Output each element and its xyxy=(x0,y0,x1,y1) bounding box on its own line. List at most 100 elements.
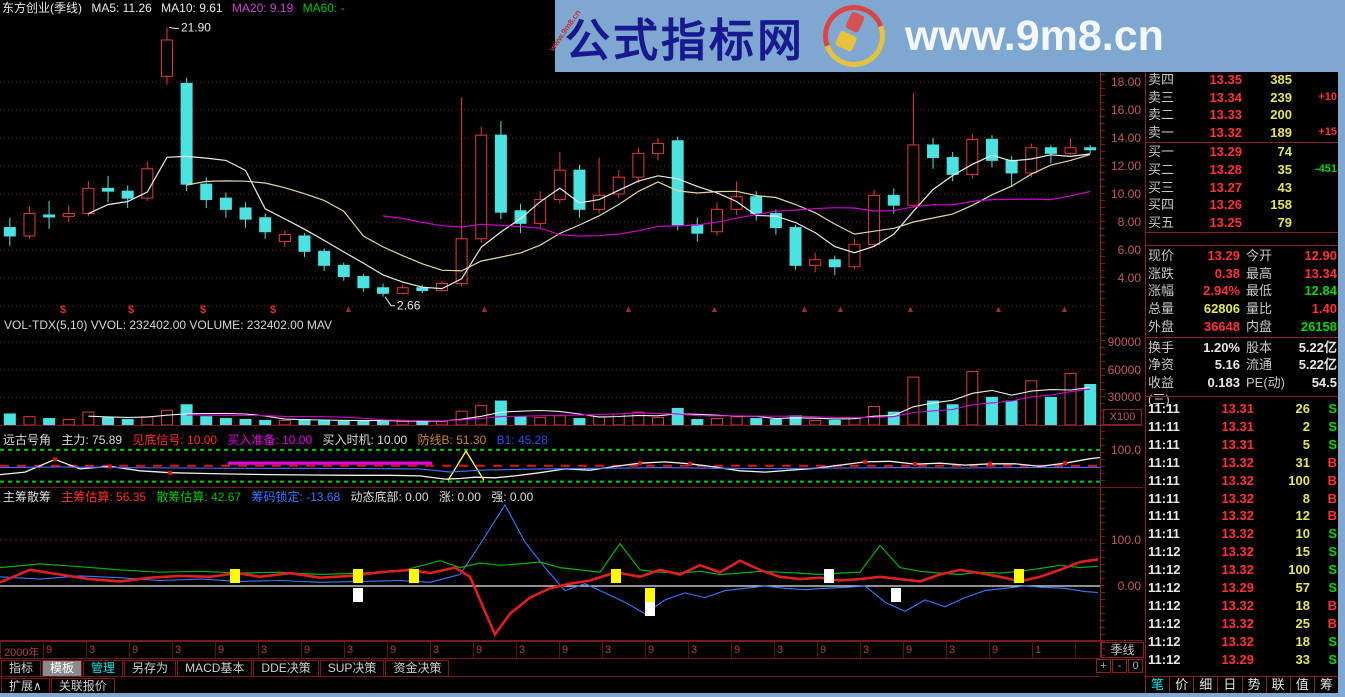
month-label: 9 xyxy=(562,644,569,656)
chart-title-bar: 东方创业(季线) MA5: 11.26 MA10: 9.61 MA20: 9.1… xyxy=(0,0,562,18)
month-label: 3 xyxy=(519,644,526,656)
month-label: 9 xyxy=(304,644,311,656)
zoom-in-button[interactable]: + xyxy=(1096,659,1111,673)
info-value: 26158 xyxy=(1300,318,1337,334)
order-price: 13.25 xyxy=(1209,215,1242,231)
tab-DDE决策[interactable]: DDE决策 xyxy=(253,660,319,677)
tick-row[interactable]: 11:12 13.32 25 B xyxy=(1148,615,1337,631)
tick-row[interactable]: 11:11 13.32 100 B xyxy=(1148,472,1337,488)
tab-模板[interactable]: 模板 xyxy=(42,660,83,677)
tick-row[interactable]: 11:11 13.31 2 S xyxy=(1148,418,1337,434)
info-row: 换手 1.20% 股本 5.22亿 xyxy=(1148,339,1337,355)
volume-unit-label: X100 xyxy=(1103,409,1142,425)
month-label: 9 xyxy=(648,644,655,656)
tick-row[interactable]: 11:12 13.32 15 S xyxy=(1148,544,1337,560)
tab-另存为[interactable]: 另存为 xyxy=(124,660,177,677)
triangle-signal-icon: ▲ xyxy=(710,304,719,314)
tick-tab-势[interactable]: 势 xyxy=(1243,677,1267,694)
price-tick-label: 10.00 xyxy=(1110,186,1141,201)
month-label: 3 xyxy=(89,644,96,656)
ma10-value: MA10: 9.61 xyxy=(161,1,223,15)
tick-row[interactable]: 11:12 13.29 33 S xyxy=(1148,651,1337,667)
tick-row[interactable]: 11:12 13.32 100 S xyxy=(1148,562,1337,578)
tick-row[interactable]: 11:11 13.31 26 S xyxy=(1148,401,1337,416)
tab-管理[interactable]: 管理 xyxy=(83,660,124,677)
triangle-signal-icon: ▲ xyxy=(906,304,915,314)
tick-row[interactable]: 11:11 13.31 5 S xyxy=(1148,436,1337,452)
info-value: 1.40 xyxy=(1311,301,1337,317)
ind1-name: 远古号角 xyxy=(3,433,52,447)
price-tick-label: 8.00 xyxy=(1117,214,1141,229)
info-value: 5.16 xyxy=(1214,357,1240,373)
main-candlestick-chart: 21.90 2.66 xyxy=(0,20,1100,310)
order-book-row[interactable]: 买五 13.25 79 xyxy=(1148,214,1337,231)
ind1-tick-label: 100.0 xyxy=(1110,442,1141,457)
order-volume: 385 xyxy=(1270,72,1292,87)
info-row: 涨跌 0.38 最高 13.34 xyxy=(1148,265,1337,281)
tick-row[interactable]: 11:12 13.29 57 S xyxy=(1148,580,1337,595)
volume-chart xyxy=(0,341,1100,425)
month-label: 9 xyxy=(132,644,139,656)
zoom-out-button[interactable]: - xyxy=(1112,659,1127,673)
order-price: 13.35 xyxy=(1209,72,1242,87)
tick-tab-值[interactable]: 值 xyxy=(1291,677,1315,694)
order-book-row[interactable]: 买三 13.27 43 xyxy=(1148,179,1337,196)
time-axis: 2000年 9 3 9 3 9 3 9 3 9 3 9 3 9 3 9 3 9 3 9 3 9 3 9 1 xyxy=(0,641,1100,659)
order-book-row[interactable]: 买一 13.29 74 xyxy=(1148,143,1337,160)
tick-tab-笔[interactable]: 笔 xyxy=(1146,677,1171,694)
tab-MACD基本[interactable]: MACD基本 xyxy=(177,660,253,677)
order-delta xyxy=(1292,196,1337,213)
tick-row[interactable]: 11:12 13.32 18 B xyxy=(1148,597,1337,613)
tick-row[interactable]: 11:11 13.32 8 B xyxy=(1148,490,1337,506)
price-tick-label: 14.00 xyxy=(1110,130,1141,145)
tick-row[interactable]: 11:11 13.32 31 B xyxy=(1148,454,1337,470)
window-edge-right xyxy=(1338,0,1345,697)
zoom-controls: + - 0 xyxy=(1096,659,1144,673)
order-delta xyxy=(1292,179,1337,196)
tick-tab-bar: 笔价细日势联值筹 xyxy=(1146,676,1339,694)
volume-tick-label: 60000 xyxy=(1107,362,1141,377)
month-label: 3 xyxy=(605,644,612,656)
order-level-label: 买四 xyxy=(1148,197,1175,213)
tab-指标[interactable]: 指标 xyxy=(1,660,42,677)
info-value: 62806 xyxy=(1203,301,1240,317)
month-label: 3 xyxy=(863,644,870,656)
period-button[interactable]: 季线 xyxy=(1101,642,1144,658)
tick-tab-联[interactable]: 联 xyxy=(1267,677,1291,694)
tick-row[interactable]: 11:12 13.32 18 S xyxy=(1148,633,1337,649)
info-row: 总量 62806 量比 1.40 xyxy=(1148,301,1337,317)
order-book-row[interactable]: 卖四 13.35 385 xyxy=(1148,71,1337,88)
info-row: 收益(三) 0.183 PE(动) 54.5 xyxy=(1148,374,1337,407)
indicator2-chart xyxy=(0,503,1100,638)
tick-tab-筹[interactable]: 筹 xyxy=(1315,677,1339,694)
zoom-reset-button[interactable]: 0 xyxy=(1128,659,1143,673)
order-level-label: 买三 xyxy=(1148,179,1175,195)
price-tick-label: 4.00 xyxy=(1117,270,1141,285)
tick-row[interactable]: 11:11 13.32 10 S xyxy=(1148,526,1337,542)
tick-tab-价[interactable]: 价 xyxy=(1170,677,1195,694)
order-delta xyxy=(1292,71,1337,88)
axis-ruler-ticks xyxy=(1101,18,1105,658)
ma20-value: MA20: 9.19 xyxy=(231,1,294,15)
info-row: 外盘 36648 内盘 26158 xyxy=(1148,318,1337,334)
tab-资金决策[interactable]: 资金决策 xyxy=(385,660,450,677)
tab-SUP决策[interactable]: SUP决策 xyxy=(319,660,385,677)
tick-tab-细[interactable]: 细 xyxy=(1194,677,1219,694)
order-book-row[interactable]: 卖三 13.34 239 +10 xyxy=(1148,89,1337,106)
order-book-row[interactable]: 买四 13.26 158 xyxy=(1148,196,1337,213)
order-price: 13.26 xyxy=(1209,197,1242,213)
signal-marker-row: $ $ $ $ ▲ ▲ ▲ ▲ ▲ ▲ ▲ ▲ ▲ xyxy=(0,304,1100,318)
tick-row[interactable]: 11:11 13.32 12 B xyxy=(1148,508,1337,524)
order-book-row[interactable]: 卖二 13.33 200 xyxy=(1148,106,1337,123)
order-book-row[interactable]: 卖一 13.32 189 +15 xyxy=(1148,124,1337,141)
order-price: 13.33 xyxy=(1209,107,1242,123)
watermark-site-name: 公式指标网 xyxy=(565,14,806,66)
volume-tick-label: 30000 xyxy=(1107,390,1141,405)
order-volume: 200 xyxy=(1270,107,1292,123)
info-value: 36648 xyxy=(1203,318,1240,334)
order-book-row[interactable]: 买二 13.28 35 -451 xyxy=(1148,161,1337,178)
info-value: 13.34 xyxy=(1304,265,1337,281)
month-label: 3 xyxy=(261,644,268,656)
tick-tab-日[interactable]: 日 xyxy=(1218,677,1243,694)
